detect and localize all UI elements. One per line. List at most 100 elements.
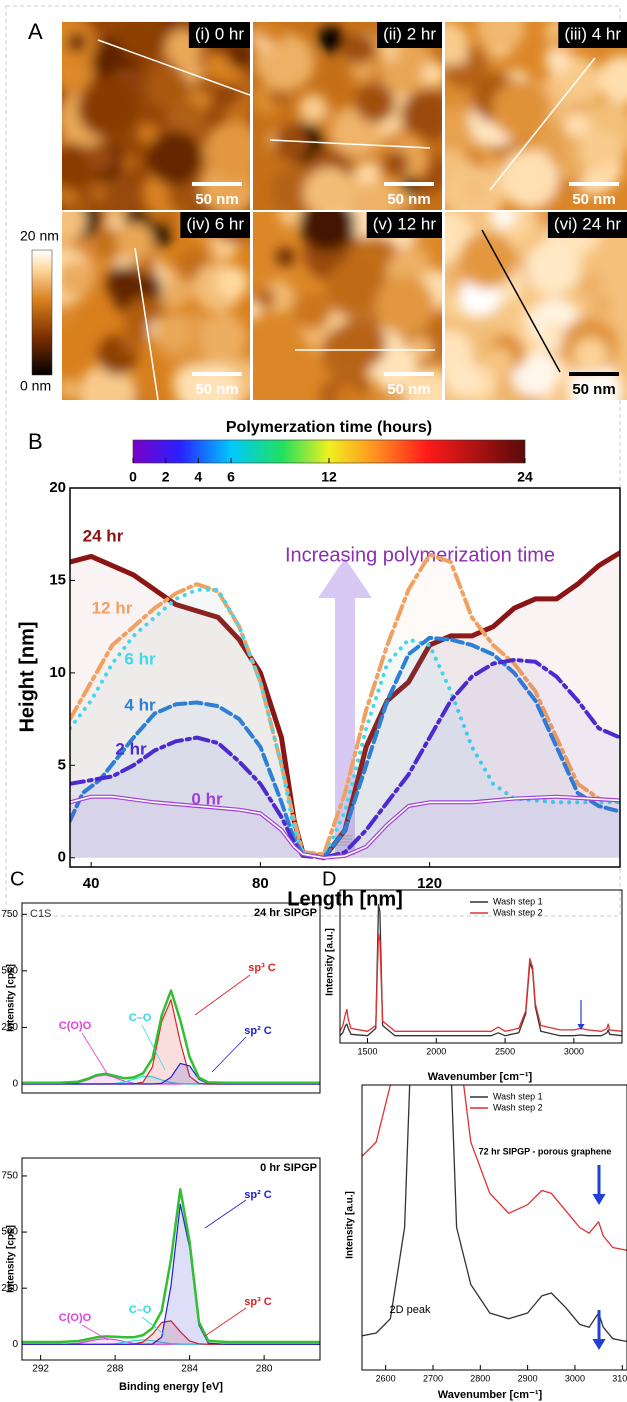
line xyxy=(70,635,620,860)
line xyxy=(22,1187,320,1344)
panel-title: 24 hr SIPGP xyxy=(254,907,317,919)
panel-border xyxy=(5,5,621,917)
afm-grain xyxy=(485,347,514,376)
colorbar-tick-label: 4 xyxy=(194,469,202,485)
y-axis-label: Height [nm] xyxy=(16,621,38,732)
profile-line xyxy=(481,229,561,373)
series-label: C(O)O xyxy=(59,1020,92,1032)
series-label: sp³ C xyxy=(244,1296,272,1308)
afm-grain xyxy=(121,154,139,172)
callout xyxy=(81,1324,109,1341)
callout xyxy=(194,974,251,1016)
annotation: C1S xyxy=(30,908,51,920)
series-label: 12 hr xyxy=(92,598,133,617)
afm-colorbar xyxy=(31,249,53,376)
profile-line xyxy=(97,39,250,96)
series-label: 24 hr xyxy=(83,526,124,545)
x-tick-label: 40 xyxy=(83,875,100,892)
series-label: sp³ C xyxy=(248,962,276,974)
annotation: 72 hr SIPGP - porous graphene xyxy=(479,1146,612,1156)
afm-grain xyxy=(67,32,87,53)
area xyxy=(22,1074,320,1084)
panel-label: B xyxy=(28,429,43,454)
colorbar-label: 20 nm xyxy=(20,228,59,244)
x-tick-label: 3000 xyxy=(564,1046,584,1056)
scale-bar-label: 50 nm xyxy=(572,191,615,208)
afm-grain xyxy=(255,287,276,309)
plot-area xyxy=(70,550,620,861)
panel-title: 0 hr SIPGP xyxy=(260,1162,317,1174)
afm-grain xyxy=(91,227,124,260)
scale-bar-label: 50 nm xyxy=(387,191,430,208)
image-label: (ii) 2 hr xyxy=(383,24,436,43)
afm-grain xyxy=(266,24,286,45)
colorbar-tick-label: 6 xyxy=(227,469,235,485)
line xyxy=(340,933,622,1032)
afm-grain xyxy=(558,152,588,182)
x-axis-label: Wavenumber [cm⁻¹] xyxy=(438,1389,543,1401)
afm-grain xyxy=(62,212,87,244)
y-tick-label: 500 xyxy=(1,965,18,976)
scale-bar-label: 50 nm xyxy=(387,381,430,398)
y-tick-label: 250 xyxy=(1,1283,18,1294)
area xyxy=(22,1063,320,1084)
scale-bar-label: 50 nm xyxy=(195,191,238,208)
x-axis-label: Length [nm] xyxy=(287,888,403,910)
y-tick-label: 15 xyxy=(49,571,66,588)
plot-frame xyxy=(339,889,623,1044)
afm-grain xyxy=(445,22,469,66)
x-tick-label: 2500 xyxy=(495,1046,515,1056)
x-tick-label: 288 xyxy=(107,1364,124,1375)
line xyxy=(70,552,620,857)
line xyxy=(362,1085,627,1251)
y-tick-label: 0 xyxy=(12,1339,18,1350)
callout xyxy=(204,1199,247,1229)
image-label-bg xyxy=(377,22,442,48)
profile-line xyxy=(269,139,431,149)
y-tick-label: 5 xyxy=(58,756,66,773)
scale-bar-label: 50 nm xyxy=(572,381,615,398)
series-label: C(O)O xyxy=(59,1312,92,1324)
x-tick-label: 2700 xyxy=(423,1373,443,1383)
series-label: 0 hr xyxy=(191,789,223,808)
afm-grain xyxy=(598,55,627,105)
y-tick-label: 20 xyxy=(49,479,66,496)
x-tick-label: 2900 xyxy=(518,1373,538,1383)
afm-grain xyxy=(166,99,207,141)
afm-grain xyxy=(573,338,608,373)
afm-grain xyxy=(62,260,94,298)
area xyxy=(70,554,620,858)
series-label: sp² C xyxy=(244,1025,272,1037)
callout xyxy=(211,1036,247,1073)
profile-line xyxy=(134,247,159,400)
y-tick-label: 250 xyxy=(1,1022,18,1033)
afm-grain xyxy=(278,212,305,227)
afm-grain xyxy=(136,122,159,145)
area xyxy=(22,999,320,1084)
panel-label: D xyxy=(322,868,336,890)
afm-grain xyxy=(298,93,328,123)
x-tick-label: 120 xyxy=(417,875,442,892)
colorbar-tick-label: 0 xyxy=(129,469,137,485)
afm-grain xyxy=(216,266,249,299)
area xyxy=(22,1320,320,1345)
afm-grain xyxy=(355,161,379,185)
afm-grain xyxy=(203,120,250,180)
image-label: (vi) 24 hr xyxy=(554,214,621,233)
image-label: (v) 12 hr xyxy=(373,214,437,233)
afm-grain xyxy=(343,33,374,64)
y-tick-label: 10 xyxy=(49,664,66,681)
panel-label: A xyxy=(28,19,43,44)
afm-grain xyxy=(62,378,78,399)
afm-grain xyxy=(404,368,442,400)
area xyxy=(70,552,620,858)
afm-grain xyxy=(294,292,331,330)
line xyxy=(22,989,320,1085)
series-label: C–O xyxy=(129,1304,152,1316)
line xyxy=(70,587,620,860)
colorbar-tick-label: 12 xyxy=(321,469,337,485)
marker-arrow-head xyxy=(577,1024,585,1030)
panel-label: C xyxy=(10,868,24,890)
plot-area xyxy=(362,1085,627,1343)
